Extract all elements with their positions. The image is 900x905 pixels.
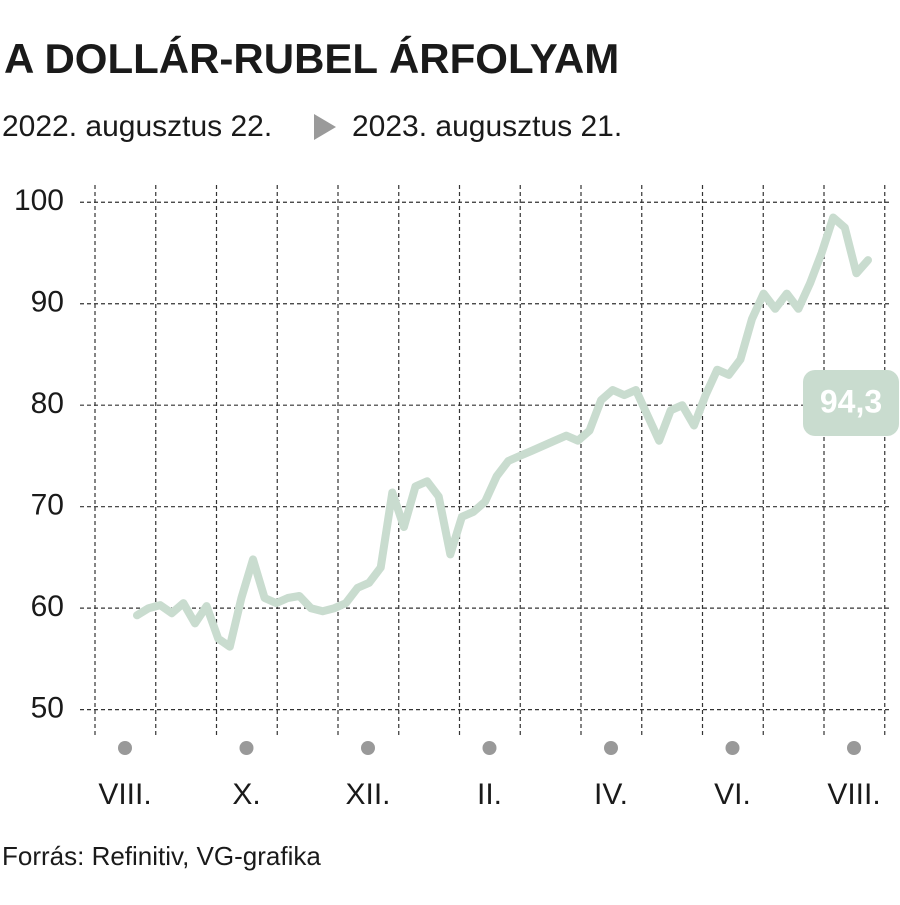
y-tick-label: 90 — [31, 286, 64, 319]
y-tick-label: 50 — [31, 692, 64, 725]
x-tick-label: XII. — [345, 778, 390, 811]
chart-title: A DOLLÁR-RUBEL ÁRFOLYAM — [4, 35, 619, 82]
line — [133, 213, 872, 651]
month-dot — [725, 741, 740, 755]
arrow-icon — [314, 114, 336, 140]
month-dot — [118, 741, 132, 755]
end-label-box — [803, 370, 899, 436]
y-tick-label: 60 — [31, 590, 64, 623]
x-tick-label: II. — [477, 778, 502, 811]
y-tick-label: 70 — [31, 489, 64, 522]
y-tick-label: 100 — [14, 184, 64, 217]
subtitle-start: 2022. augusztus 22. — [2, 110, 272, 143]
subtitle-end: 2023. augusztus 21. — [352, 110, 622, 143]
month-dot — [482, 741, 497, 755]
x-tick-label: IV. — [594, 778, 628, 811]
y-tick-label: 80 — [31, 387, 64, 420]
x-tick-label: X. — [232, 778, 260, 811]
x-tick-label: VIII. — [98, 778, 151, 811]
end-label: 94,3 — [820, 383, 882, 419]
month-dot — [847, 741, 861, 755]
month-dot — [361, 741, 375, 755]
x-tick-label: VIII. — [827, 778, 880, 811]
month-dot — [604, 741, 618, 755]
source: Forrás: Refinitiv, VG-grafika — [2, 841, 321, 871]
x-tick-label: VI. — [714, 778, 751, 811]
month-dot — [239, 741, 254, 755]
